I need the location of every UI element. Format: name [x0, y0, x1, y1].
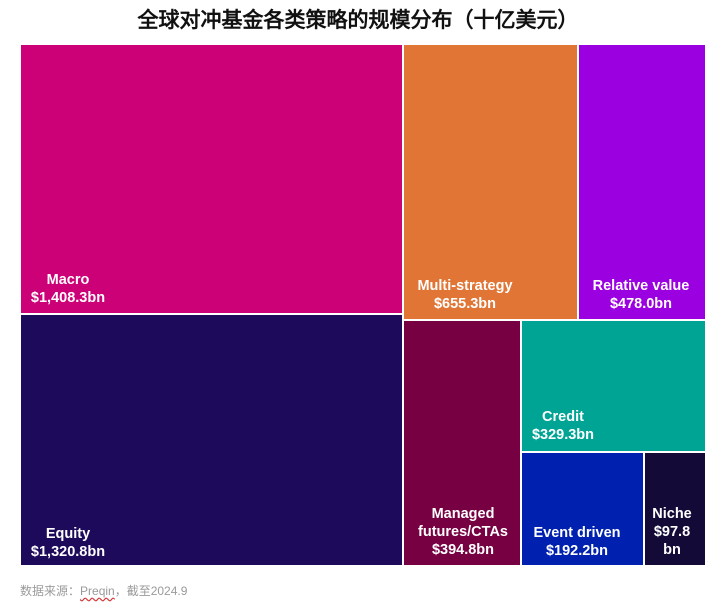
treemap-label-macro: Macro $1,408.3bn	[31, 272, 105, 306]
treemap-cell-credit	[520, 319, 707, 453]
treemap-label-event-driven: Event driven $192.2bn	[533, 525, 620, 559]
treemap-label-line: Managed	[432, 506, 495, 522]
source-provider: Preqin	[80, 584, 115, 598]
treemap-label-line: $192.2bn	[546, 543, 608, 559]
treemap-label-relative-value: Relative value $478.0bn	[593, 278, 690, 312]
treemap-label-line: $394.8bn	[432, 542, 494, 558]
treemap-label-line: $1,320.8bn	[31, 544, 105, 560]
treemap-label-line: $655.3bn	[434, 296, 496, 312]
treemap-cell-niche	[643, 451, 707, 567]
treemap-label-line: Relative value	[593, 278, 690, 294]
treemap-label-line: $97.8	[654, 524, 690, 540]
treemap-label-line: Event driven	[533, 525, 620, 541]
treemap-cell-equity	[19, 313, 404, 567]
treemap-label-line: Multi-strategy	[417, 278, 512, 294]
treemap-label-equity: Equity $1,320.8bn	[31, 526, 105, 560]
treemap-label-line: $478.0bn	[610, 296, 672, 312]
source-prefix: 数据来源：	[20, 584, 81, 598]
treemap-label-line: Macro	[47, 272, 90, 288]
source-suffix: ，截至2024.9	[114, 584, 188, 598]
treemap-cell-event-driven	[520, 451, 645, 567]
treemap-label-multi-strategy: Multi-strategy $655.3bn	[417, 278, 512, 312]
treemap-label-credit: Credit $329.3bn	[532, 409, 594, 443]
treemap-label-managed-futures-ctas: Managed futures/CTAs $394.8bn	[418, 506, 508, 558]
treemap-cell-macro	[19, 43, 404, 315]
treemap-label-line: Niche	[652, 506, 692, 522]
treemap-label-line: Equity	[46, 526, 90, 542]
treemap-label-line: bn	[663, 542, 681, 558]
treemap-label-line: $329.3bn	[532, 427, 594, 443]
treemap-label-line: futures/CTAs	[418, 524, 508, 540]
treemap-label-line: Credit	[542, 409, 584, 425]
treemap-label-line: $1,408.3bn	[31, 290, 105, 306]
treemap-label-niche: Niche $97.8 bn	[652, 506, 692, 558]
chart-title: 全球对冲基金各类策略的规模分布（十亿美元）	[137, 8, 579, 32]
source-note: 数据来源：Preqin，截至2024.9	[20, 582, 187, 599]
treemap-cell-managed-futures-ctas	[402, 319, 522, 567]
